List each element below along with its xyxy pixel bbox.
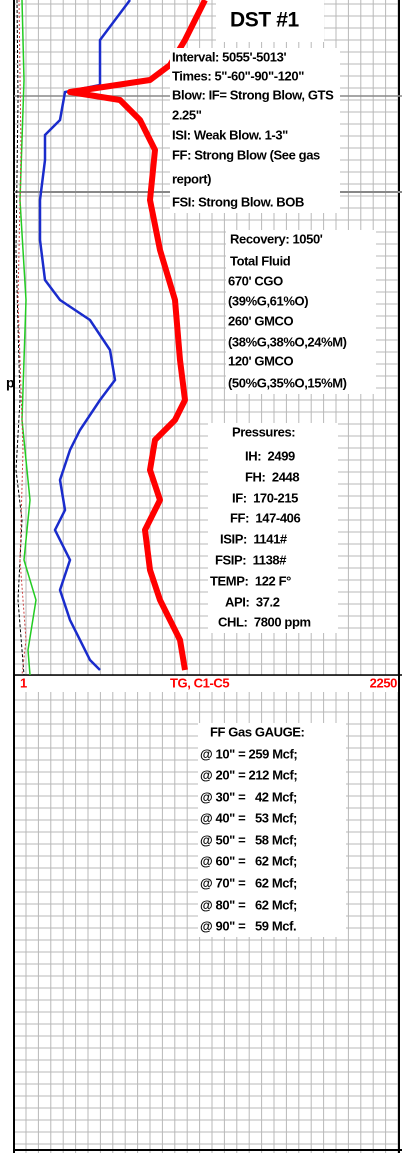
scale-label: TG, C1-C5 <box>170 675 229 690</box>
pressure-line: IH: 2499 <box>245 448 295 463</box>
gauge-line: @ 90" = 59 Mcf. <box>200 918 296 933</box>
gauge-line: @ 60" = 62 Mcf; <box>200 853 297 868</box>
pressure-line: ISIP: 1141# <box>220 531 288 546</box>
recovery-line: (39%G,61%O) <box>228 293 308 308</box>
gauge-line: @ 70" = 62 Mcf; <box>200 875 297 890</box>
recovery-line: 120' GMCO <box>228 353 294 368</box>
red-gas-curve <box>67 0 208 671</box>
scale-right: 2250 <box>370 675 397 690</box>
test-note: FSI: Strong Blow. BOB <box>172 194 304 209</box>
black-curve <box>15 0 25 676</box>
gauge-line: @ 80" = 62 Mcf; <box>200 897 297 912</box>
scale-left: 1 <box>20 675 27 690</box>
gauge-line: @ 50" = 58 Mcf; <box>200 832 297 847</box>
pressure-line-box <box>208 423 338 633</box>
recovery-line: (50%G,35%O,15%M) <box>228 375 347 390</box>
gauge-line: FF Gas GAUGE: <box>210 724 305 739</box>
title-box <box>216 0 324 42</box>
green-curve <box>19 0 37 676</box>
gauge-line-box <box>198 723 346 937</box>
test-note: FF: Strong Blow (See gas <box>172 147 320 162</box>
recovery-line: Recovery: 1050' <box>230 231 323 246</box>
test-note: ISI: Weak Blow. 1-3" <box>172 127 288 142</box>
pressure-line: IF: 170-215 <box>232 490 298 505</box>
test-note: Interval: 5055'-5013' <box>172 49 286 64</box>
scale-box <box>15 676 398 692</box>
gauge-line: @ 40" = 53 Mcf; <box>200 810 297 825</box>
gauge-line: @ 30" = 42 Mcf; <box>200 789 297 804</box>
dotted-red-curve <box>17 0 27 676</box>
test-note: Times: 5"-60"-90"-120" <box>172 68 304 83</box>
test-note: Blow: IF= Strong Blow, GTS <box>172 87 334 102</box>
recovery-line-box <box>226 230 376 394</box>
pressure-line: Pressures: <box>232 424 295 439</box>
blue-curve <box>38 0 131 671</box>
edge-label: p <box>6 375 14 391</box>
pressure-line: FH: 2448 <box>245 469 299 484</box>
test-note-box <box>170 48 340 213</box>
pressure-line: API: 37.2 <box>225 594 280 609</box>
gauge-line: @ 10" = 259 Mcf; <box>200 746 297 761</box>
gauge-line: @ 20" = 212 Mcf; <box>200 767 297 782</box>
pressure-line: TEMP: 122 F° <box>210 573 291 588</box>
test-note: 2.25" <box>172 107 202 122</box>
title: DST #1 <box>230 9 300 32</box>
labels: DST #1 Interval: 5055'-5013' Times: 5"-60"… <box>6 9 398 937</box>
recovery-line: 260' GMCO <box>228 313 294 328</box>
pressure-line: CHL: 7800 ppm <box>218 614 311 629</box>
recovery-line: (38%G,38%O,24%M) <box>228 334 347 349</box>
pressure-line: FSIP: 1138# <box>215 552 287 567</box>
pressure-line: FF: 147-406 <box>230 510 301 525</box>
recovery-line: Total Fluid <box>230 253 291 268</box>
test-note: report) <box>172 171 211 186</box>
recovery-line: 670' CGO <box>228 273 283 288</box>
